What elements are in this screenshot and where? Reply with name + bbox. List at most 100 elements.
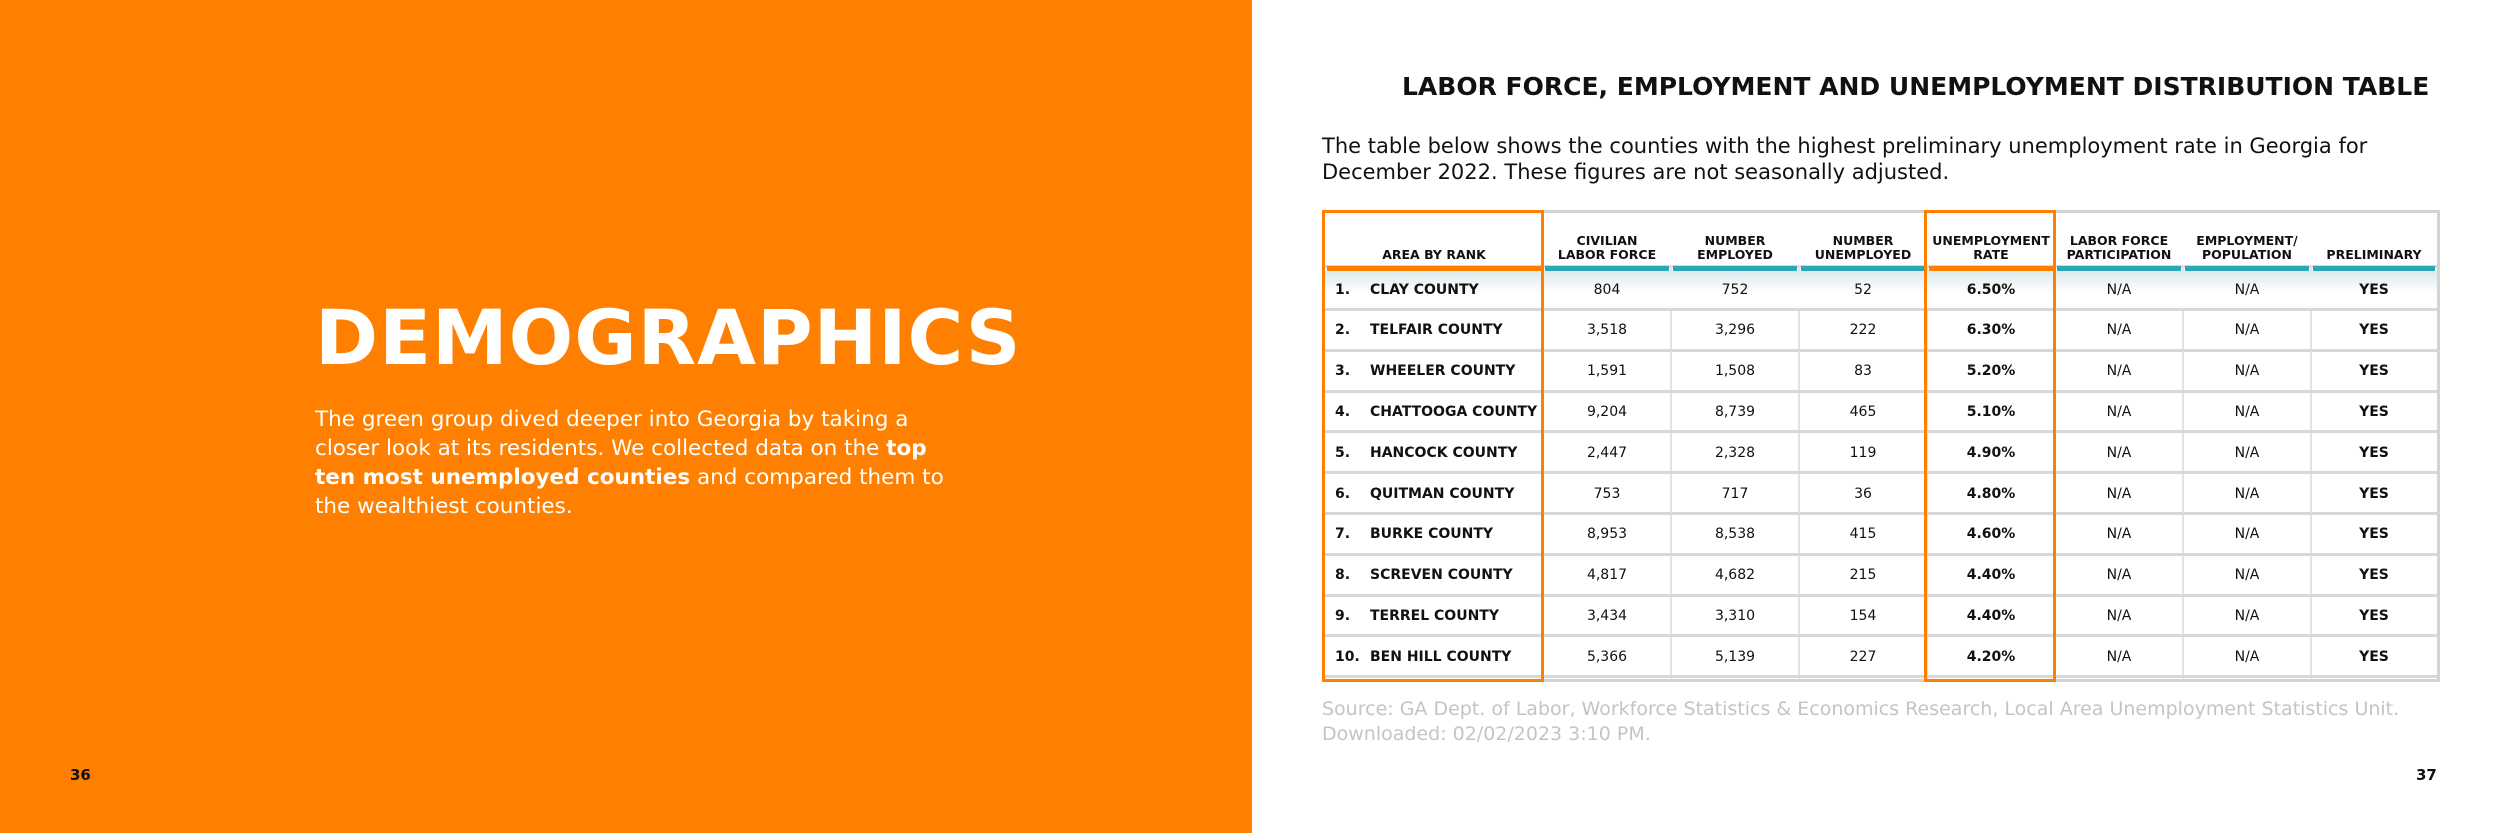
- county-name: BURKE COUNTY: [1370, 526, 1494, 543]
- labor-force-cell: 3,434: [1586, 607, 1628, 624]
- labor-force-cell: 9,204: [1586, 403, 1628, 420]
- emp-pop-cell: N/A: [2234, 648, 2260, 665]
- unemployed-cell: 36: [1854, 485, 1872, 502]
- emp-pop-cell: N/A: [2234, 485, 2260, 502]
- unemployed-cell: 415: [1849, 526, 1877, 543]
- unemployed-cell: 154: [1849, 607, 1877, 624]
- rank-number: 1.: [1335, 281, 1351, 298]
- header-label: RATE: [1973, 247, 2009, 262]
- preliminary-cell: YES: [2359, 526, 2389, 543]
- employed-cell: 4,682: [1714, 567, 1756, 584]
- rate-cell: 5.20%: [1966, 363, 2016, 380]
- preliminary-cell: YES: [2359, 363, 2389, 380]
- county-cell: 1. CLAY COUNTY: [1325, 271, 1543, 308]
- page-number-right: 37: [2416, 766, 2437, 784]
- emp-pop-cell: N/A: [2234, 322, 2260, 339]
- preliminary-cell: YES: [2359, 444, 2389, 461]
- employed-cell: 8,538: [1714, 526, 1756, 543]
- rate-cell: 4.90%: [1966, 444, 2016, 461]
- preliminary-cell: YES: [2359, 567, 2389, 584]
- unemployed-cell: 465: [1849, 403, 1877, 420]
- labor-force-cell: 753: [1593, 485, 1621, 502]
- employed-cell: 5,139: [1714, 648, 1756, 665]
- rate-cell: 6.50%: [1966, 281, 2016, 298]
- rate-cell: 4.40%: [1966, 607, 2016, 624]
- county-cell: 5. HANCOCK COUNTY: [1325, 434, 1543, 471]
- labor-force-cell: 8,953: [1586, 526, 1628, 543]
- unemployment-table: AREA BY RANK CIVILIAN LABOR FORCE NUMBER EMP…: [1322, 210, 2440, 682]
- participation-cell: N/A: [2106, 567, 2132, 584]
- header-label: LABOR FORCE: [1557, 247, 1657, 262]
- rank-number: 9.: [1335, 607, 1351, 624]
- county-name: CLAY COUNTY: [1370, 281, 1479, 298]
- header-number-unemployed: NUMBER UNEMPLOYED: [1799, 213, 1927, 271]
- rank-number: 2.: [1335, 322, 1351, 339]
- rank-number: 5.: [1335, 444, 1351, 461]
- preliminary-cell: YES: [2359, 485, 2389, 502]
- labor-force-cell: 1,591: [1586, 363, 1628, 380]
- labor-force-cell: 804: [1593, 281, 1621, 298]
- participation-cell: N/A: [2106, 648, 2132, 665]
- preliminary-cell: YES: [2359, 648, 2389, 665]
- participation-cell: N/A: [2106, 607, 2132, 624]
- county-name: WHEELER COUNTY: [1370, 363, 1516, 380]
- rate-cell: 4.40%: [1966, 567, 2016, 584]
- participation-cell: N/A: [2106, 281, 2132, 298]
- header-label: EMPLOYED: [1697, 247, 1773, 262]
- rank-number: 6.: [1335, 485, 1351, 502]
- rank-number: 3.: [1335, 363, 1351, 380]
- labor-force-cell: 3,518: [1586, 322, 1628, 339]
- county-name: SCREVEN COUNTY: [1370, 567, 1513, 584]
- labor-force-cell: 2,447: [1586, 444, 1628, 461]
- description-highlight: top ten most unemployed counties: [315, 436, 927, 490]
- rank-number: 7.: [1335, 526, 1351, 543]
- header-label: NUMBER: [1832, 233, 1894, 248]
- employed-cell: 717: [1721, 485, 1749, 502]
- header-number-employed: NUMBER EMPLOYED: [1671, 213, 1799, 271]
- preliminary-cell: YES: [2359, 281, 2389, 298]
- rate-cell: 4.20%: [1966, 648, 2016, 665]
- description-text-end: and compared them to the wealthiest coun…: [315, 465, 944, 519]
- description-text: The green group dived deeper into Georgi…: [315, 407, 909, 461]
- header-area-by-rank: AREA BY RANK: [1325, 213, 1543, 271]
- participation-cell: N/A: [2106, 526, 2132, 543]
- county-cell: 4. CHATTOOGA COUNTY: [1325, 393, 1543, 430]
- county-name: CHATTOOGA COUNTY: [1370, 403, 1538, 420]
- table-row: 4. CHATTOOGA COUNTY 9,204 8,739 465 5.10% N/A N…: [1325, 393, 2437, 434]
- county-cell: 2. TELFAIR COUNTY: [1325, 312, 1543, 349]
- unemployed-cell: 52: [1854, 281, 1872, 298]
- table-row: 1. CLAY COUNTY 804 752 52 6.50% N/A N/A YES: [1325, 271, 2437, 311]
- labor-force-cell: 5,366: [1586, 648, 1628, 665]
- page-number-left: 36: [70, 766, 91, 784]
- header-label: UNEMPLOYED: [1814, 247, 1912, 262]
- header-civilian-labor-force: CIVILIAN LABOR FORCE: [1543, 213, 1671, 271]
- header-label: POPULATION: [2201, 247, 2293, 262]
- table-intro: The table below shows the counties with …: [1322, 134, 2368, 184]
- employed-cell: 1,508: [1714, 363, 1756, 380]
- unemployed-cell: 222: [1849, 322, 1877, 339]
- emp-pop-cell: N/A: [2234, 363, 2260, 380]
- header-label: PARTICIPATION: [2066, 247, 2172, 262]
- preliminary-cell: YES: [2359, 403, 2389, 420]
- emp-pop-cell: N/A: [2234, 281, 2260, 298]
- header-unemployment-rate: UNEMPLOYMENT RATE: [1927, 213, 2055, 271]
- employed-cell: 8,739: [1714, 403, 1756, 420]
- table-row: 3. WHEELER COUNTY 1,591 1,508 83 5.20% N/A N/A Y…: [1325, 353, 2437, 393]
- table-title: LABOR FORCE, EMPLOYMENT AND UNEMPLOYMENT…: [1402, 72, 2430, 101]
- county-cell: 3. WHEELER COUNTY: [1325, 353, 1543, 390]
- participation-cell: N/A: [2106, 403, 2132, 420]
- rate-cell: 6.30%: [1966, 322, 2016, 339]
- county-name: TELFAIR COUNTY: [1370, 322, 1503, 339]
- county-name: TERREL COUNTY: [1370, 607, 1499, 624]
- table-row: 8. SCREVEN COUNTY 4,817 4,682 215 4.40% N/A N/A…: [1325, 557, 2437, 597]
- demographics-title: DEMOGRAPHICS: [315, 293, 1022, 382]
- table-row: 9. TERREL COUNTY 3,434 3,310 154 4.40% N/A N/A Y…: [1325, 597, 2437, 638]
- unemployed-cell: 119: [1849, 444, 1877, 461]
- county-cell: 8. SCREVEN COUNTY: [1325, 557, 1543, 594]
- header-label: LABOR FORCE: [2069, 233, 2169, 248]
- table-row: 2. TELFAIR COUNTY 3,518 3,296 222 6.30% N/A N/A…: [1325, 312, 2437, 352]
- employed-cell: 2,328: [1714, 444, 1756, 461]
- county-cell: 7. BURKE COUNTY: [1325, 516, 1543, 553]
- header-label: AREA BY RANK: [1382, 247, 1486, 262]
- county-cell: 9. TERREL COUNTY: [1325, 597, 1543, 634]
